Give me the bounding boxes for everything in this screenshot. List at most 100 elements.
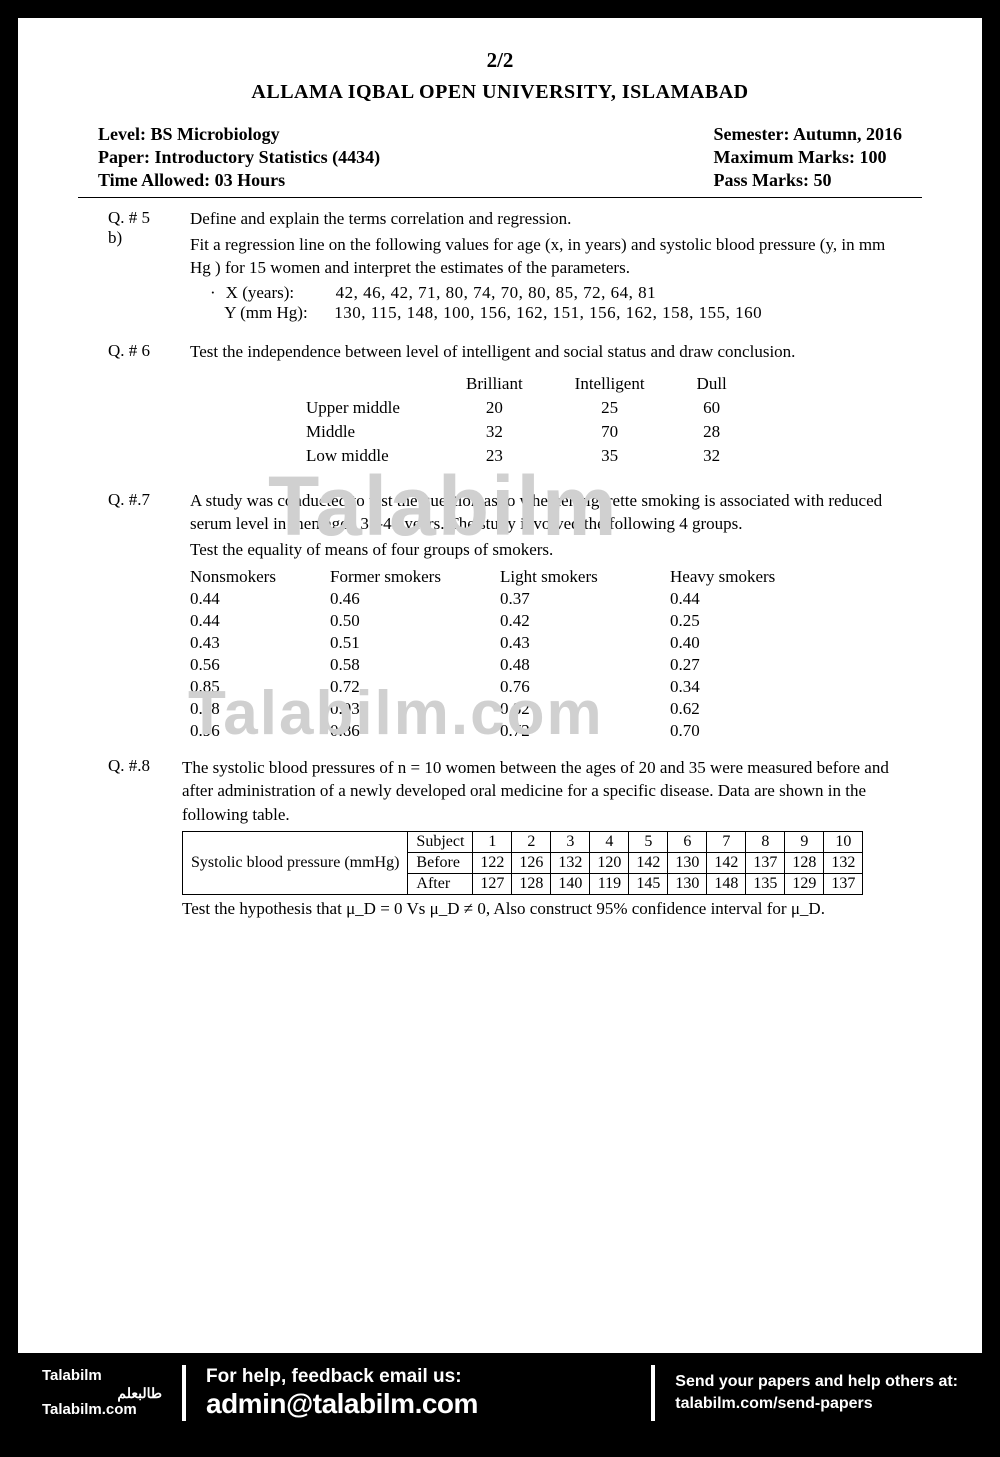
x-values: 42, 46, 42, 71, 80, 74, 70, 80, 85, 72, … (336, 283, 657, 303)
cell: Low middle (300, 446, 420, 466)
cell: 32 (691, 446, 733, 466)
cell: 137 (746, 852, 785, 873)
question-5: Q. # 5 b) Define and explain the terms c… (108, 208, 902, 323)
cell: 130 (668, 873, 707, 894)
max-marks: Maximum Marks: 100 (714, 147, 902, 168)
y-label: Y (mm Hg): (224, 303, 334, 323)
brand-name: Talabilm (42, 1367, 162, 1385)
cell: 5 (629, 831, 668, 852)
q7-cell: 0.34 (670, 676, 840, 698)
row-label: After (408, 873, 473, 894)
level: Level: BS Microbiology (98, 124, 380, 145)
q5-body: Define and explain the terms correlation… (190, 208, 902, 323)
q7-data-grid: NonsmokersFormer smokersLight smokersHea… (190, 566, 902, 742)
q7-cell: 0.72 (330, 676, 500, 698)
q7-cell: 0.44 (190, 588, 330, 610)
q7-cell: 0.68 (190, 698, 330, 720)
cell: 129 (785, 873, 824, 894)
q6-table: Brilliant Intelligent Dull Upper middle … (260, 370, 773, 470)
bullet: · (210, 283, 216, 303)
send-text: Send your papers and help others at: (675, 1371, 958, 1393)
q8-text: The systolic blood pressures of n = 10 w… (182, 756, 902, 827)
row-label: Subject (408, 831, 473, 852)
q7-cell: 0.44 (190, 610, 330, 632)
q7-text2: Test the equality of means of four group… (190, 539, 902, 562)
question-8: Q. #.8 The systolic blood pressures of n… (108, 756, 902, 921)
pass-marks: Pass Marks: 50 (714, 170, 902, 191)
q5-label: Q. # 5 (108, 208, 166, 228)
brand-url: Talabilm.com (42, 1401, 162, 1419)
row-label-main: Systolic blood pressure (mmHg) (183, 831, 408, 894)
cell: 25 (569, 398, 651, 418)
q5-x-row: · X (years): 42, 46, 42, 71, 80, 74, 70,… (210, 283, 902, 303)
q7-text1: A study was conducted to test the questi… (190, 490, 902, 536)
q6-body: Test the independence between level of i… (190, 341, 902, 476)
cell: 122 (473, 852, 512, 873)
q7-cell: 0.51 (330, 632, 500, 654)
q7-col-header: Heavy smokers (670, 566, 840, 588)
q7-cell: 0.82 (500, 698, 670, 720)
q7-col-header: Former smokers (330, 566, 500, 588)
send-url: talabilm.com/send-papers (675, 1393, 958, 1415)
cell: 137 (824, 873, 863, 894)
cell: 140 (551, 873, 590, 894)
footer-divider (182, 1365, 186, 1421)
q7-cell: 0.46 (330, 588, 500, 610)
cell: Intelligent (569, 374, 651, 394)
q7-cell: 0.58 (330, 654, 500, 676)
q7-cell: 0.86 (330, 720, 500, 742)
cell: 120 (590, 852, 629, 873)
q8-note: Test the hypothesis that μ_D = 0 Vs μ_D … (182, 897, 902, 921)
cell: 128 (785, 852, 824, 873)
cell: 128 (512, 873, 551, 894)
spacer (210, 303, 214, 323)
cell: 119 (590, 873, 629, 894)
q7-cell: 0.85 (190, 676, 330, 698)
q7-cell: 0.48 (500, 654, 670, 676)
cell: 10 (824, 831, 863, 852)
q7-cell: 0.96 (190, 720, 330, 742)
cell: 127 (473, 873, 512, 894)
q7-cell: 0.93 (330, 698, 500, 720)
cell: 130 (668, 852, 707, 873)
q7-cell: 0.50 (330, 610, 500, 632)
cell: 132 (824, 852, 863, 873)
q7-cell: 0.42 (500, 610, 670, 632)
q7-cell: 0.56 (190, 654, 330, 676)
y-values: 130, 115, 148, 100, 156, 162, 151, 156, … (334, 303, 762, 323)
cell: 70 (569, 422, 651, 442)
cell: Dull (691, 374, 733, 394)
q7-col-header: Light smokers (500, 566, 670, 588)
table-row: Low middle 23 35 32 (300, 446, 733, 466)
cell: 142 (629, 852, 668, 873)
question-7: Q. #.7 A study was conducted to test the… (108, 490, 902, 742)
row-label: Before (408, 852, 473, 873)
page-footer: Talabilm طالبعلم Talabilm.com For help, … (18, 1353, 982, 1439)
q5-text-a: Define and explain the terms correlation… (190, 208, 902, 231)
table-row: Brilliant Intelligent Dull (300, 374, 733, 394)
university-name: ALLAMA IQBAL OPEN UNIVERSITY, ISLAMABAD (78, 81, 922, 104)
q7-label: Q. #.7 (108, 490, 166, 742)
q6-text: Test the independence between level of i… (190, 341, 902, 364)
footer-brand: Talabilm طالبعلم Talabilm.com (42, 1367, 162, 1420)
table-row: Upper middle 20 25 60 (300, 398, 733, 418)
table-row: Middle 32 70 28 (300, 422, 733, 442)
q7-cell: 0.25 (670, 610, 840, 632)
cell: 32 (460, 422, 529, 442)
footer-send: Send your papers and help others at: tal… (675, 1371, 958, 1414)
question-6: Q. # 6 Test the independence between lev… (108, 341, 902, 476)
q7-cell: 0.76 (500, 676, 670, 698)
cell: 4 (590, 831, 629, 852)
q7-cell: 0.62 (670, 698, 840, 720)
paper-title: Paper: Introductory Statistics (4434) (98, 147, 380, 168)
cell: Upper middle (300, 398, 420, 418)
x-label: X (years): (226, 283, 336, 303)
cell: 132 (551, 852, 590, 873)
q7-cell: 0.44 (670, 588, 840, 610)
q5-text-b: Fit a regression line on the following v… (190, 234, 902, 280)
q7-cell: 0.43 (500, 632, 670, 654)
cell: 142 (707, 852, 746, 873)
q7-cell: 0.40 (670, 632, 840, 654)
cell: 126 (512, 852, 551, 873)
cell: 28 (691, 422, 733, 442)
